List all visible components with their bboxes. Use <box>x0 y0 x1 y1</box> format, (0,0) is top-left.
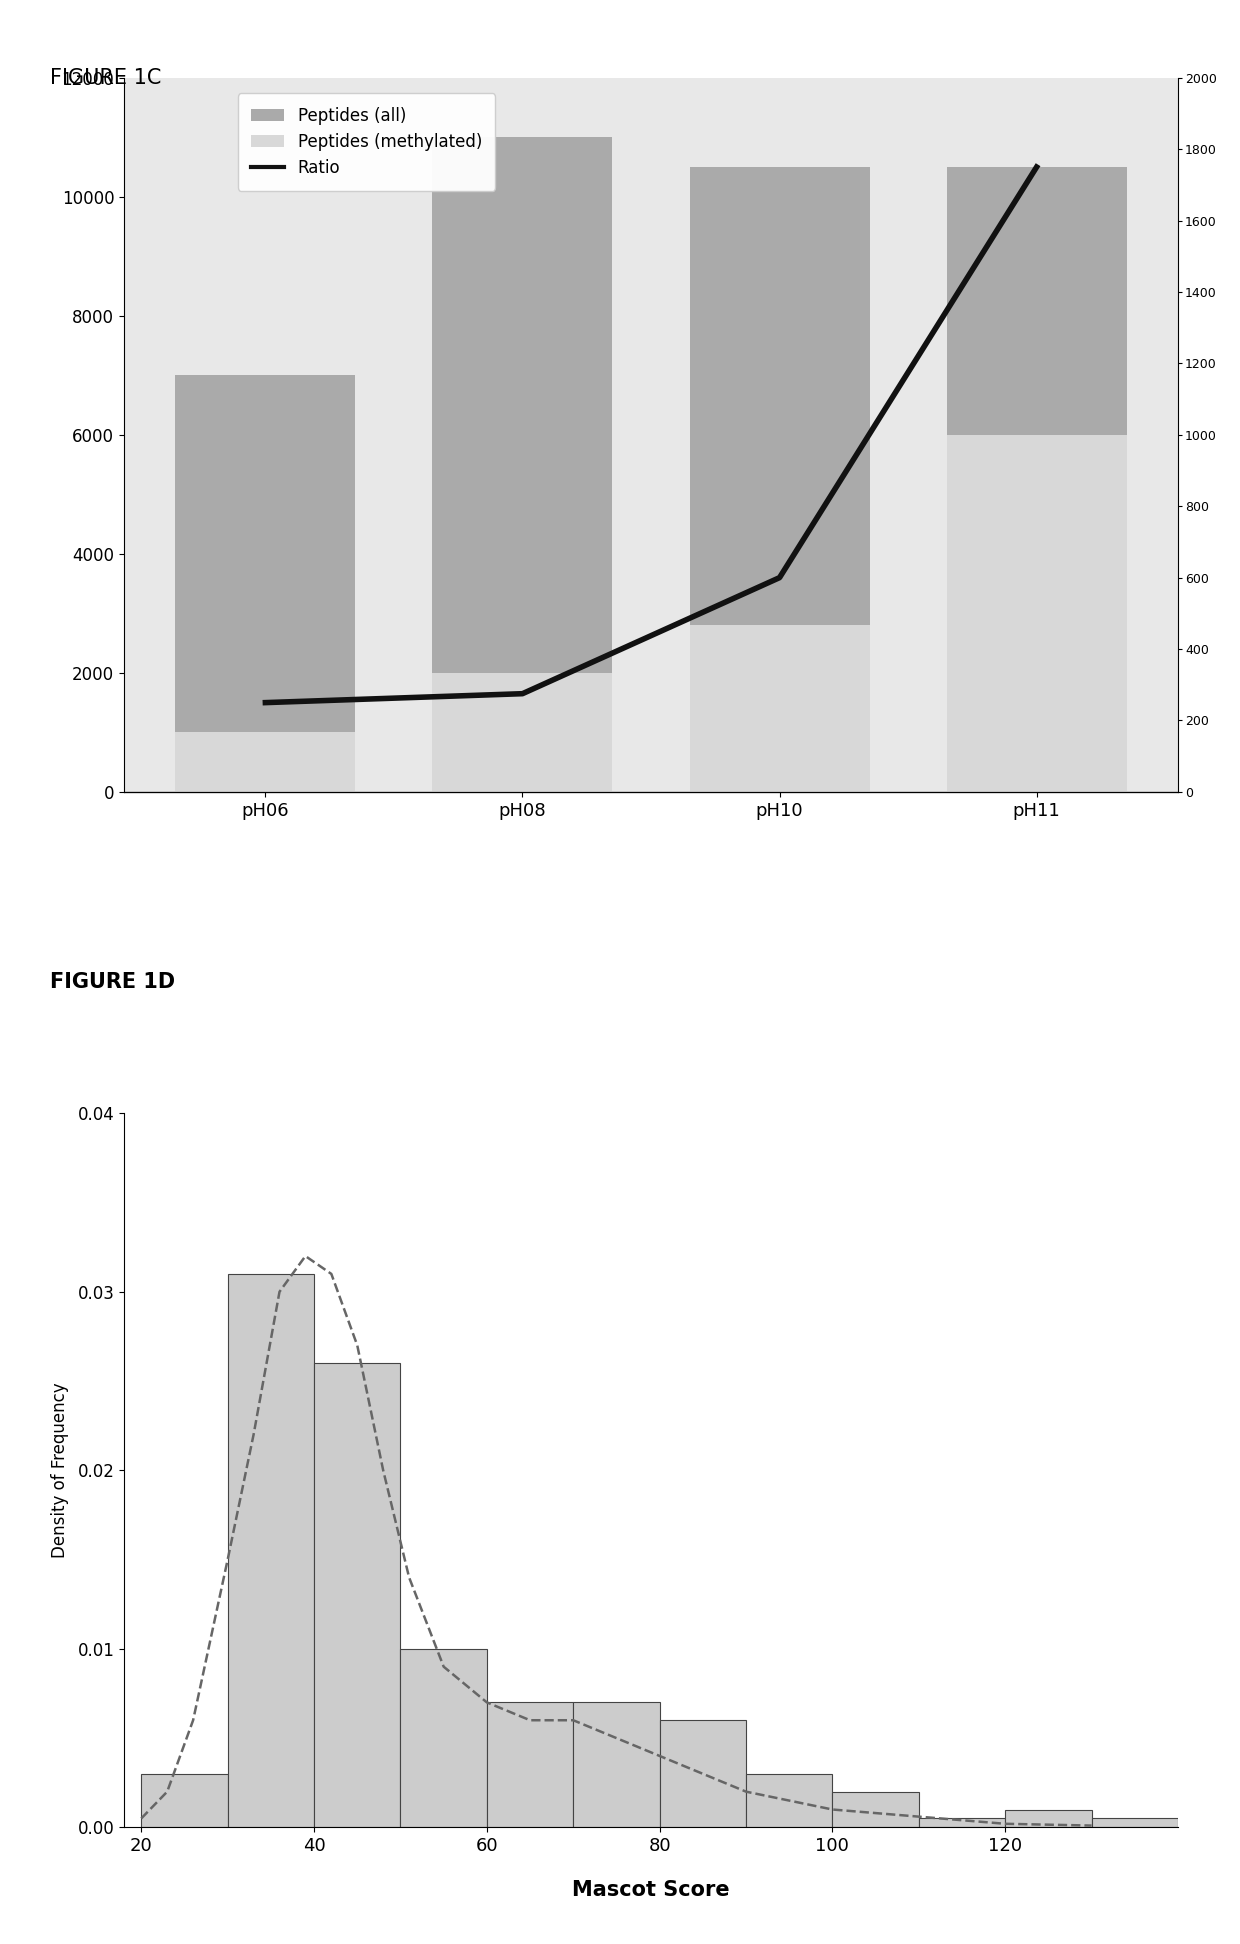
Y-axis label: Density of Frequency: Density of Frequency <box>51 1382 69 1557</box>
Line: Ratio: Ratio <box>265 167 1037 702</box>
Text: FIGURE 1D: FIGURE 1D <box>50 972 175 991</box>
Bar <box>401 1649 487 1827</box>
Ratio <box>1029 156 1044 179</box>
X-axis label: Mascot Score: Mascot Score <box>572 1880 730 1899</box>
Bar <box>832 1792 919 1827</box>
Bar <box>175 733 356 791</box>
Bar <box>228 1273 314 1827</box>
Bar <box>175 375 356 791</box>
Bar <box>1006 1810 1091 1827</box>
Ratio <box>515 682 529 706</box>
Bar <box>746 1773 832 1827</box>
Bar <box>573 1703 660 1827</box>
Bar <box>314 1363 401 1827</box>
Bar <box>946 435 1127 791</box>
Bar <box>433 673 613 791</box>
Bar <box>689 167 869 791</box>
Bar <box>487 1703 573 1827</box>
Bar <box>919 1818 1006 1827</box>
Bar <box>946 167 1127 791</box>
Bar <box>689 626 869 791</box>
Ratio <box>258 690 273 713</box>
Bar <box>141 1773 228 1827</box>
Text: FIGURE 1C: FIGURE 1C <box>50 68 161 87</box>
Bar <box>433 138 613 791</box>
Ratio <box>773 566 787 589</box>
Bar <box>660 1720 746 1827</box>
Legend: Peptides (all), Peptides (methylated), Ratio: Peptides (all), Peptides (methylated), R… <box>238 93 496 191</box>
Bar <box>1091 1818 1178 1827</box>
